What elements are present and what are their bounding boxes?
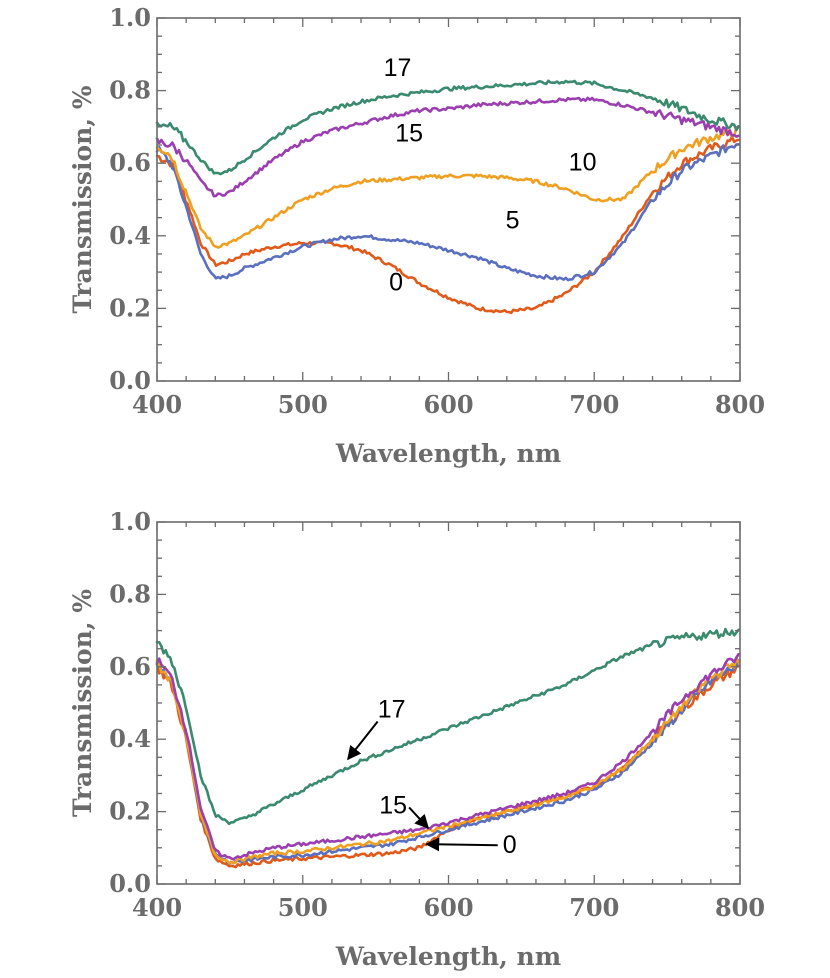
x-tick-label: 600 <box>423 390 473 419</box>
x-tick-label: 600 <box>423 893 473 922</box>
curve-label-0: 0 <box>503 831 517 859</box>
y-tick-label: 0.2 <box>109 293 151 322</box>
curve-label-5: 5 <box>506 207 520 235</box>
y-tick-label: 0.0 <box>109 366 151 395</box>
top-chart-panel: 400 500 600 700 800 0.0 0.2 0.4 0.6 0.8 1.0 Wavelen… <box>68 3 765 468</box>
x-tick-label: 700 <box>569 893 619 922</box>
x-tick-label: 400 <box>132 893 182 922</box>
annotation-arrow-15 <box>408 806 430 829</box>
series-line-0 <box>155 662 740 869</box>
curve-label-15: 15 <box>395 119 423 147</box>
y-axis-title: Transmission, % <box>68 85 97 313</box>
series-line-5 <box>155 143 740 282</box>
x-tick-label: 800 <box>715 390 765 419</box>
series-line-15 <box>155 652 740 861</box>
x-axis-title: Wavelength, nm <box>335 942 561 971</box>
curve-label-10: 10 <box>569 148 597 176</box>
y-axis-title: Transmission, % <box>68 589 97 817</box>
y-tick-label: 0.4 <box>109 724 151 753</box>
y-tick-label: 0.2 <box>109 797 151 826</box>
y-tick-label: 0.6 <box>109 652 151 681</box>
curve-label-15: 15 <box>379 791 407 819</box>
series-line-10 <box>155 126 740 249</box>
annotation-arrow-0 <box>425 837 498 852</box>
x-tick-label: 500 <box>278 893 328 922</box>
series-line-5 <box>155 658 740 865</box>
curve-label-17: 17 <box>378 695 406 723</box>
x-tick-label: 800 <box>715 893 765 922</box>
y-tick-label: 1.0 <box>109 507 151 536</box>
x-tick-label: 400 <box>132 390 182 419</box>
y-tick-label: 0.4 <box>109 221 151 250</box>
curve-label-0: 0 <box>389 268 403 296</box>
curve-label-17: 17 <box>384 54 412 82</box>
series-line-0 <box>155 135 740 315</box>
series-line-17 <box>155 627 740 826</box>
x-tick-label: 500 <box>278 390 328 419</box>
y-tick-label: 0.0 <box>109 869 151 898</box>
y-tick-label: 0.8 <box>109 579 151 608</box>
series-line-17 <box>155 79 740 176</box>
y-tick-label: 1.0 <box>109 3 151 32</box>
x-axis-title: Wavelength, nm <box>335 439 561 468</box>
y-tick-label: 0.8 <box>109 76 151 105</box>
annotation-arrow-17 <box>347 720 379 761</box>
y-tick-label: 0.6 <box>109 148 151 177</box>
bottom-chart-panel: 400 500 600 700 800 0.0 0.2 0.4 0.6 0.8 1.0 Wavelen… <box>68 507 765 971</box>
x-tick-label: 700 <box>569 390 619 419</box>
series-line-15 <box>155 96 740 198</box>
